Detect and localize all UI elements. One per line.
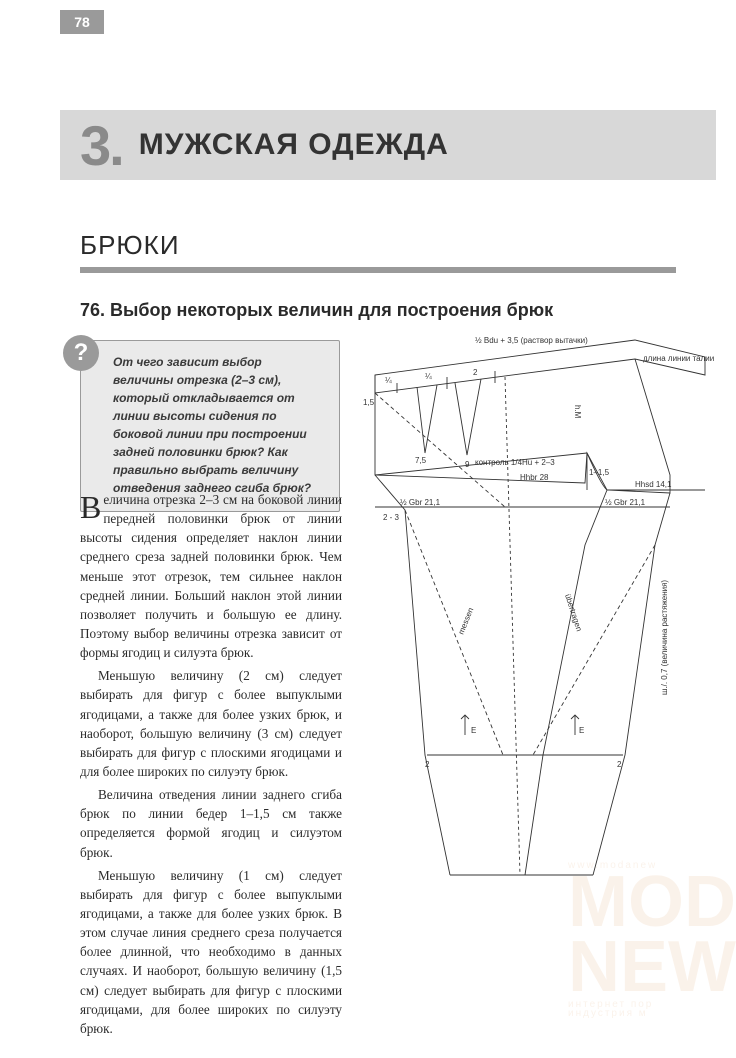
svg-text:длина линии талии пер. половин: длина линии талии пер. половинки ./. рас… <box>643 354 715 363</box>
svg-text:ш./. 0,7 (величина растяжения): ш./. 0,7 (величина растяжения) <box>660 580 669 695</box>
question-icon: ? <box>63 335 99 371</box>
svg-text:2 - 3: 2 - 3 <box>383 513 400 522</box>
subsection-title: 76. Выбор некоторых величин для построен… <box>80 300 676 321</box>
svg-text:2: 2 <box>617 760 622 769</box>
paragraph-3: Величина отведения линии заднего сгиба б… <box>80 785 342 862</box>
paragraph-1: Величина отрезка 2–3 см на боковой линии… <box>80 490 342 662</box>
svg-text:¼: ¼ <box>425 372 432 381</box>
svg-text:9: 9 <box>465 460 470 469</box>
svg-text:1–1,5: 1–1,5 <box>589 468 610 477</box>
svg-text:E: E <box>471 726 476 735</box>
svg-text:Hhsd 14,1: Hhsd 14,1 <box>635 480 672 489</box>
svg-text:h.M: h.M <box>573 405 582 419</box>
svg-text:übertragen: übertragen <box>563 593 584 633</box>
svg-text:¼: ¼ <box>385 376 392 385</box>
question-box: ? От чего зависит выбор величины отрезка… <box>80 340 340 512</box>
svg-text:7,5: 7,5 <box>415 456 427 465</box>
svg-text:2: 2 <box>473 368 478 377</box>
svg-text:1,5: 1,5 <box>363 398 375 407</box>
svg-text:½ Gbr 21,1: ½ Gbr 21,1 <box>605 498 646 507</box>
chapter-title: МУЖСКАЯ ОДЕЖДА <box>139 128 449 162</box>
section-title: БРЮКИ <box>80 230 676 273</box>
paragraph-4: Меньшую величину (1 см) следует выбирать… <box>80 866 342 1038</box>
svg-text:контроль 1/4Hu + 2–3: контроль 1/4Hu + 2–3 <box>475 458 555 467</box>
svg-text:½ Gbr 21,1: ½ Gbr 21,1 <box>400 498 441 507</box>
svg-text:½ Bdu + 3,5 (раствор вытачки): ½ Bdu + 3,5 (раствор вытачки) <box>475 336 588 345</box>
paragraph-2: Меньшую величину (2 см) следует выбирать… <box>80 666 342 781</box>
svg-text:Hhbr 28: Hhbr 28 <box>520 473 549 482</box>
question-text: От чего зависит выбор величины отрезка (… <box>113 355 311 495</box>
chapter-header: 3. МУЖСКАЯ ОДЕЖДА <box>60 110 716 180</box>
pattern-diagram: ½ Bdu + 3,5 (раствор вытачки) длина лини… <box>355 335 715 895</box>
svg-text:messen: messen <box>457 606 476 635</box>
page-number-tab: 78 <box>60 10 104 34</box>
body-text: Величина отрезка 2–3 см на боковой линии… <box>80 490 342 1042</box>
page-number: 78 <box>74 14 90 30</box>
chapter-number: 3. <box>80 113 123 178</box>
svg-text:E: E <box>579 726 584 735</box>
svg-text:2: 2 <box>425 760 430 769</box>
